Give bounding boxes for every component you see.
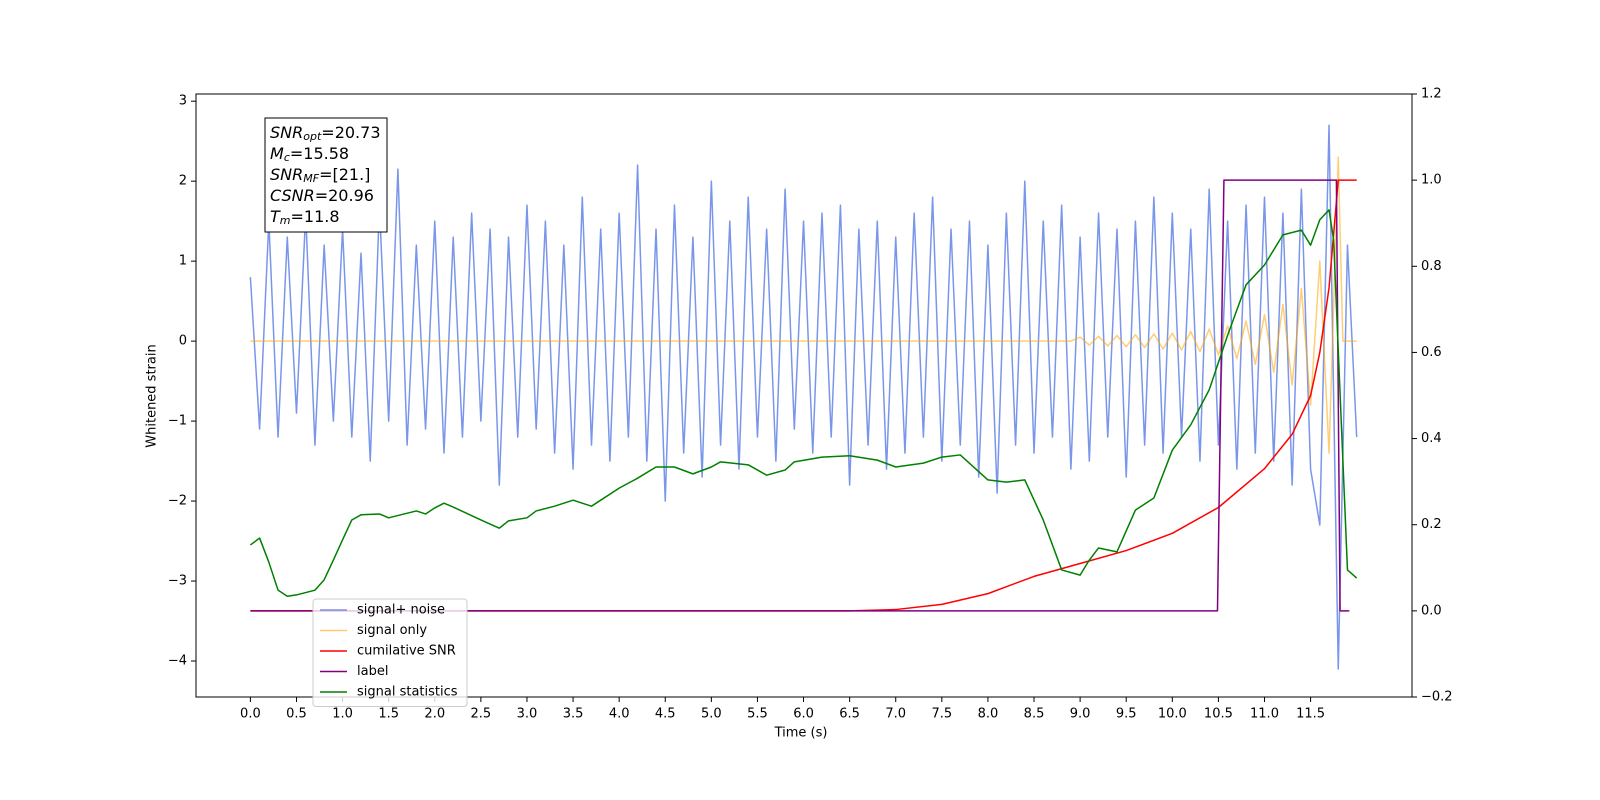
y-axis-label: Whitened strain — [145, 344, 160, 447]
series-line — [249, 124, 1358, 670]
x-tick-label: 5.5 — [747, 707, 768, 722]
annotation-symbol: SNR — [270, 123, 303, 142]
x-tick-label: 9.5 — [1116, 707, 1137, 722]
y2-tick-label: 0.4 — [1421, 431, 1442, 446]
annotation-value: =20.96 — [315, 186, 374, 205]
y-tick-label: 2 — [179, 174, 187, 189]
x-tick-label: 9.0 — [1070, 707, 1091, 722]
y2-tick-label: 0.8 — [1421, 259, 1442, 274]
y-tick-label: 3 — [179, 94, 187, 109]
legend-label: signal only — [357, 623, 427, 638]
legend-label: cumilative SNR — [357, 644, 456, 659]
series-line — [250, 179, 1350, 612]
series-line — [250, 179, 1357, 612]
annotation-value: =20.73 — [321, 123, 380, 142]
x-tick-label: 11.5 — [1296, 707, 1325, 722]
legend-frame — [312, 598, 468, 707]
x-tick-label: 10.5 — [1204, 707, 1233, 722]
y-tick-label: 1 — [179, 254, 187, 269]
x-tick-label: 8.5 — [1024, 707, 1045, 722]
y-tick-label: 0 — [179, 334, 187, 349]
x-tick-label: 10.0 — [1158, 707, 1187, 722]
y2-tick-label: 1.0 — [1421, 173, 1442, 188]
series-line — [249, 209, 1358, 597]
y2-tick-label: 1.2 — [1421, 87, 1442, 102]
x-tick-label: 2.5 — [471, 707, 492, 722]
legend-label: signal statistics — [357, 685, 458, 700]
annotation-text: CSNR=20.96 — [270, 186, 374, 205]
x-tick-label: 1.5 — [378, 707, 399, 722]
x-tick-label: 8.0 — [978, 707, 999, 722]
annotation-text: Mc=15.58 — [270, 144, 349, 165]
annotation-symbol: SNR — [270, 165, 303, 184]
annotation-symbol: M — [270, 144, 284, 163]
x-tick-label: 2.0 — [424, 707, 445, 722]
legend-label: signal+ noise — [357, 603, 445, 618]
y2-tick-label: 0.2 — [1421, 517, 1442, 532]
annotation-value: =[21.] — [319, 165, 370, 184]
annotation-subscript: opt — [303, 130, 322, 143]
series-line — [250, 156, 1357, 454]
annotation-symbol: CSNR — [270, 186, 315, 205]
annotation-text: SNRopt=20.73 — [270, 123, 381, 144]
x-tick-label: 4.0 — [609, 707, 630, 722]
annotation-subscript: m — [280, 214, 291, 227]
annotation-box: SNRopt=20.73Mc=15.58SNRMF=[21.]CSNR=20.9… — [264, 117, 388, 233]
x-tick-label: 7.0 — [885, 707, 906, 722]
annotation-subscript: c — [284, 151, 290, 164]
x-tick-label: 3.0 — [517, 707, 538, 722]
y2-tick-label: 0.0 — [1421, 603, 1442, 618]
plot-lines — [249, 124, 1358, 670]
y-tick-label: −1 — [168, 414, 187, 429]
annotation-text: Tm=11.8 — [270, 207, 340, 228]
annotation-value: =11.8 — [291, 207, 340, 226]
x-tick-label: 0.0 — [240, 707, 261, 722]
x-tick-label: 6.0 — [793, 707, 814, 722]
x-tick-label: 4.5 — [655, 707, 676, 722]
x-tick-label: 3.5 — [563, 707, 584, 722]
annotation-value: =15.58 — [290, 144, 349, 163]
y-tick-label: −4 — [168, 654, 187, 669]
annotation-symbol: T — [270, 207, 281, 226]
y-tick-label: −3 — [168, 574, 187, 589]
x-axis-label: Time (s) — [774, 726, 828, 741]
legend: signal+ noise signal only cumilative SNR la… — [312, 598, 468, 707]
x-tick-label: 7.5 — [931, 707, 952, 722]
annotation-text: SNRMF=[21.] — [270, 165, 370, 186]
annotation-subscript: MF — [303, 172, 319, 185]
y2-tick-label: −0.2 — [1421, 690, 1453, 705]
annotation-frame — [264, 117, 388, 233]
legend-label: label — [357, 664, 388, 679]
x-tick-label: 0.5 — [286, 707, 307, 722]
x-tick-label: 11.0 — [1250, 707, 1279, 722]
x-tick-label: 6.5 — [839, 707, 860, 722]
y-tick-label: −2 — [168, 494, 187, 509]
y2-tick-label: 0.6 — [1421, 345, 1442, 360]
x-tick-label: 5.0 — [701, 707, 722, 722]
x-tick-label: 1.0 — [332, 707, 353, 722]
